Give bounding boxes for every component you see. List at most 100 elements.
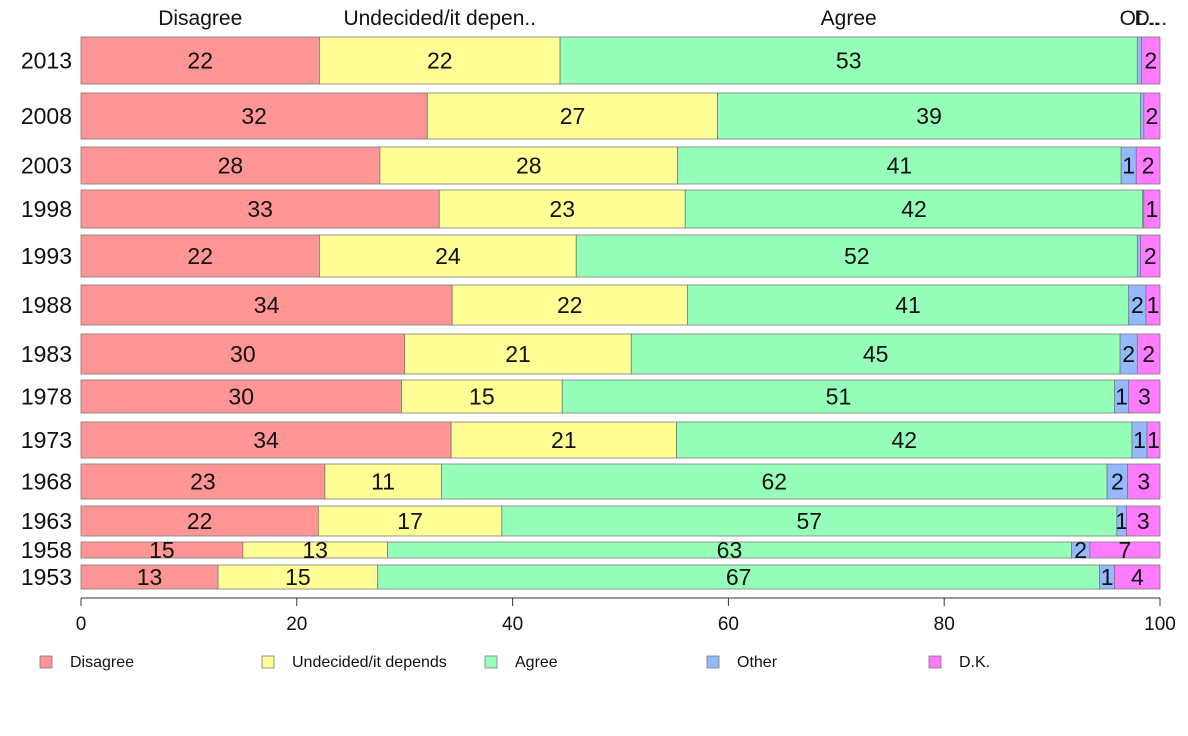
legend-label-undecided-it-depends: Undecided/it depends <box>292 654 447 671</box>
data-label-2008-0: 32 <box>241 103 267 129</box>
bar-segment-2013-4 <box>1141 36 1161 85</box>
bar-segment-2013-1 <box>319 36 561 85</box>
x-axis: 0 20 40 60 80 100 <box>76 597 1176 635</box>
bar-segment-1983-4 <box>1136 333 1161 375</box>
data-label-1978-4: 3 <box>1138 384 1151 410</box>
data-label-1973-0: 34 <box>253 427 279 453</box>
bar-segment-1953-2 <box>377 564 1100 590</box>
y-label-1993: 1993 <box>21 243 72 269</box>
data-label-1963-3: 1 <box>1115 508 1128 534</box>
bar-segment-1963-2 <box>501 505 1118 537</box>
bar-segment-1953-4 <box>1114 564 1161 590</box>
data-label-1983-1: 21 <box>505 341 531 367</box>
x-tick-label-60: 60 <box>718 614 739 635</box>
data-label-1973-2: 42 <box>891 427 917 453</box>
data-label-1958-3: 2 <box>1074 537 1087 563</box>
data-label-1988-1: 22 <box>557 292 583 318</box>
bar-segment-1983-2 <box>630 333 1121 375</box>
data-label-1988-2: 41 <box>895 292 921 318</box>
data-label-1963-2: 57 <box>797 508 823 534</box>
x-tick-label-20: 20 <box>286 614 307 635</box>
data-label-1968-3: 2 <box>1111 469 1124 495</box>
data-label-1993-2: 52 <box>844 243 870 269</box>
data-label-1958-2: 63 <box>717 537 743 563</box>
data-label-1978-2: 51 <box>826 384 852 410</box>
data-label-1978-0: 30 <box>228 384 254 410</box>
data-label-1983-4: 2 <box>1142 341 1155 367</box>
bar-segment-2008-1 <box>426 92 719 140</box>
data-label-2008-1: 27 <box>560 103 586 129</box>
bar-segment-1973-1 <box>450 421 678 459</box>
y-axis-labels: 2013 2008 2003 1998 1993 1988 1983 1978 1973 1968… <box>21 48 72 591</box>
data-label-1963-1: 17 <box>397 508 423 534</box>
legend-swatch-undecided-it-depends <box>261 655 275 669</box>
data-label-1958-0: 15 <box>149 537 175 563</box>
data-label-1998-4: 1 <box>1146 196 1159 222</box>
bar-segment-1993-4 <box>1140 234 1161 278</box>
data-label-1988-3: 2 <box>1131 292 1144 318</box>
bar-segment-2013-3 <box>1136 36 1143 85</box>
bar-segment-2008-4 <box>1143 92 1161 140</box>
data-label-1993-1: 24 <box>435 243 461 269</box>
data-label-1963-4: 3 <box>1137 508 1150 534</box>
y-label-1983: 1983 <box>21 341 72 367</box>
bar-segment-2008-0 <box>80 92 428 140</box>
data-label-1953-0: 13 <box>137 564 163 590</box>
data-label-2008-2: 39 <box>916 103 942 129</box>
data-label-2013-2: 53 <box>836 48 862 74</box>
data-label-2008-4: 2 <box>1146 103 1159 129</box>
data-label-1968-2: 62 <box>761 469 787 495</box>
bar-segment-1968-1 <box>324 463 442 500</box>
data-label-1968-4: 3 <box>1137 469 1150 495</box>
bar-segment-1978-4 <box>1128 379 1161 414</box>
top-label-undecided-it-depends: Undecided/it depen.. <box>343 7 536 30</box>
top-label-d-k-: D... <box>1134 7 1167 30</box>
data-label-1953-3: 1 <box>1101 564 1114 590</box>
data-label-2003-2: 41 <box>887 153 913 179</box>
bar-segment-1983-0 <box>80 333 406 375</box>
legend-label-disagree: Disagree <box>70 654 134 671</box>
bar-segment-1968-2 <box>440 463 1108 500</box>
bar-segment-1988-1 <box>451 284 688 326</box>
data-label-1983-0: 30 <box>230 341 256 367</box>
bar-segment-1983-1 <box>404 333 632 375</box>
bar-segment-1958-4 <box>1089 541 1161 559</box>
bars-group: 22 22 53 232 27 39 228 28 41 1 233 23 42 122 24 52 234 22… <box>80 36 1161 590</box>
bar-segment-1973-0 <box>80 421 452 459</box>
data-label-1998-2: 42 <box>901 196 927 222</box>
legend-label-other: Other <box>737 654 778 671</box>
data-label-1983-3: 2 <box>1122 341 1135 367</box>
x-tick-label-80: 80 <box>934 614 955 635</box>
data-label-1993-4: 2 <box>1144 243 1157 269</box>
x-tick-label-100: 100 <box>1144 614 1176 635</box>
data-label-1968-0: 23 <box>190 469 216 495</box>
bar-segment-1978-1 <box>401 379 563 414</box>
y-label-1978: 1978 <box>21 384 72 410</box>
y-label-2003: 2003 <box>21 153 72 179</box>
legend-swatch-agree <box>484 655 498 669</box>
legend-swatch-other <box>706 655 720 669</box>
data-label-1973-1: 21 <box>551 427 577 453</box>
legend-swatch-disagree <box>39 655 53 669</box>
bar-segment-1998-4 <box>1143 189 1161 229</box>
data-label-1953-4: 4 <box>1131 564 1144 590</box>
bar-segment-1978-0 <box>80 379 402 414</box>
data-label-2013-4: 2 <box>1144 48 1157 74</box>
data-label-1958-4: 7 <box>1119 537 1132 563</box>
x-tick-label-0: 0 <box>76 614 87 635</box>
x-tick-label-40: 40 <box>502 614 523 635</box>
y-label-1998: 1998 <box>21 196 72 222</box>
bar-segment-1973-2 <box>676 421 1133 459</box>
bar-segment-1968-4 <box>1127 463 1161 500</box>
legend-label-d-k-: D.K. <box>959 654 990 671</box>
bar-segment-1953-1 <box>217 564 379 590</box>
y-label-2008: 2008 <box>21 103 72 129</box>
bar-segment-1973-4 <box>1146 421 1161 459</box>
bar-segment-1993-1 <box>319 234 577 278</box>
bar-segment-1998-1 <box>438 189 686 229</box>
y-label-1988: 1988 <box>21 292 72 318</box>
data-label-1998-0: 33 <box>247 196 273 222</box>
y-label-1963: 1963 <box>21 508 72 534</box>
data-label-1983-2: 45 <box>863 341 889 367</box>
data-label-1998-1: 23 <box>549 196 575 222</box>
